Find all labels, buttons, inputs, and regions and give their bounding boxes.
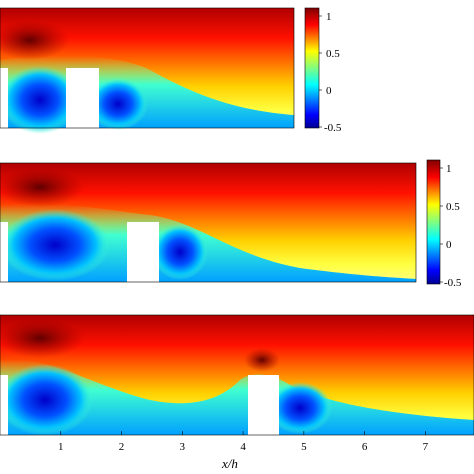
panel-bottom-recirculation: [0, 364, 93, 436]
panel-middle-frame: [0, 162, 417, 283]
colorbar-middle: 1 0.5 0 -0.5: [426, 159, 462, 289]
x-tick-label: 7: [423, 441, 429, 453]
panel-middle: [0, 162, 417, 283]
panel-bottom-shear-dark-2: [244, 348, 280, 372]
x-tick-label: 5: [301, 441, 307, 453]
panel-top: [0, 7, 295, 134]
colorbar-middle-tick-0: 0: [446, 239, 452, 251]
colorbar-middle-bar: [426, 159, 441, 285]
x-tick-label: 2: [119, 441, 125, 453]
colorbar-middle-tick-m05: -0.5: [444, 277, 462, 289]
colorbar-middle-ticks: [440, 167, 443, 283]
colorbar-top-tick-m05: -0.5: [324, 122, 342, 134]
panel-bottom-shear-dark: [0, 318, 85, 358]
colorbar-top-ticks: [319, 15, 322, 128]
panel-top-block: [66, 68, 99, 128]
x-tick-label: 6: [362, 441, 368, 453]
colorbar-middle-tick-05: 0.5: [446, 201, 460, 213]
panel-middle-shear-dark: [0, 167, 85, 207]
panel-bottom-block: [248, 375, 279, 435]
x-tick-label: 3: [180, 441, 186, 453]
panel-bottom-wake: [0, 359, 474, 435]
x-tick-label: 1: [58, 441, 64, 453]
colorbar-top: 1 0.5 0 -0.5: [304, 7, 342, 134]
x-axis: 1 2 3 4 5 6 7: [58, 431, 429, 453]
panel-top-recirculation-2: [88, 78, 148, 130]
panel-top-recirculation: [0, 66, 80, 134]
panel-top-shear-dark: [0, 20, 70, 60]
x-tick-label: 4: [240, 441, 246, 453]
panel-middle-recirculation: [0, 209, 110, 281]
x-axis-label: x/h: [221, 456, 238, 471]
colorbar-top-tick-0: 0: [326, 85, 332, 97]
panel-middle-block-left: [0, 222, 8, 282]
colorbar-top-bar: [304, 7, 320, 129]
panel-middle-recirculation-2: [152, 224, 208, 280]
colorbar-top-tick-05: 0.5: [326, 48, 340, 60]
colorbar-middle-tick-1: 1: [446, 163, 452, 175]
panel-bottom-frame: [0, 314, 474, 436]
panel-middle-wake: [0, 203, 416, 282]
panel-top-block-left: [0, 68, 8, 128]
panel-top-frame: [0, 7, 295, 129]
panel-bottom: [0, 314, 474, 436]
panel-bottom-block-left: [0, 375, 8, 435]
panel-middle-block: [127, 222, 159, 282]
panel-bottom-recirculation-2: [268, 382, 332, 434]
colorbar-top-tick-1: 1: [326, 11, 332, 23]
